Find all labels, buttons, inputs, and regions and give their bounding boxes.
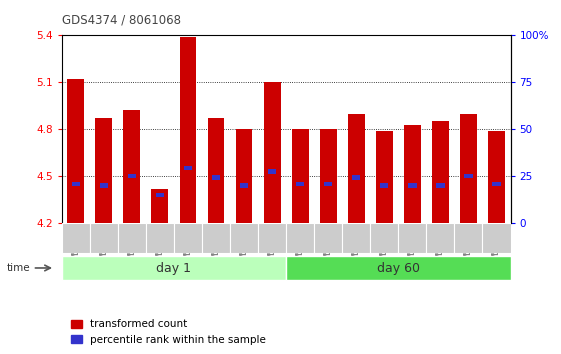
Bar	[398, 223, 426, 253]
Bar	[62, 223, 90, 253]
Bar	[324, 182, 332, 186]
Text: day 60: day 60	[377, 262, 420, 275]
Bar	[352, 176, 360, 180]
Bar	[404, 125, 421, 223]
Bar	[454, 223, 482, 253]
Bar	[202, 223, 230, 253]
Bar	[286, 256, 511, 280]
Bar	[236, 129, 252, 223]
Bar	[208, 118, 224, 223]
Legend: transformed count, percentile rank within the sample: transformed count, percentile rank withi…	[67, 315, 270, 349]
Bar	[488, 131, 505, 223]
Bar	[482, 223, 511, 253]
Bar	[286, 223, 314, 253]
Bar	[230, 223, 258, 253]
Bar	[127, 174, 136, 178]
Bar	[151, 189, 168, 223]
Bar	[320, 129, 337, 223]
Bar	[370, 223, 398, 253]
Bar	[62, 256, 286, 280]
Bar	[123, 110, 140, 223]
Bar	[380, 183, 388, 188]
Bar	[376, 131, 393, 223]
Bar	[436, 183, 444, 188]
Bar	[240, 183, 248, 188]
Bar	[258, 223, 286, 253]
Text: day 1: day 1	[157, 262, 191, 275]
Bar	[100, 183, 108, 188]
Bar	[408, 183, 416, 188]
Bar	[342, 223, 370, 253]
Bar	[464, 174, 472, 178]
Bar	[174, 223, 202, 253]
Bar	[348, 114, 365, 223]
Text: time: time	[7, 263, 30, 273]
Bar	[118, 223, 146, 253]
Bar	[432, 121, 449, 223]
Bar	[72, 182, 80, 186]
Bar	[268, 169, 276, 173]
Bar	[180, 37, 196, 223]
Bar	[296, 182, 304, 186]
Bar	[95, 118, 112, 223]
Bar	[156, 193, 164, 197]
Bar	[460, 114, 477, 223]
Bar	[314, 223, 342, 253]
Bar	[90, 223, 118, 253]
Bar	[426, 223, 454, 253]
Bar	[211, 176, 220, 180]
Bar	[493, 182, 500, 186]
Bar	[146, 223, 174, 253]
Bar	[183, 166, 192, 171]
Bar	[67, 79, 84, 223]
Text: GDS4374 / 8061068: GDS4374 / 8061068	[62, 13, 181, 27]
Bar	[264, 82, 280, 223]
Bar	[292, 129, 309, 223]
